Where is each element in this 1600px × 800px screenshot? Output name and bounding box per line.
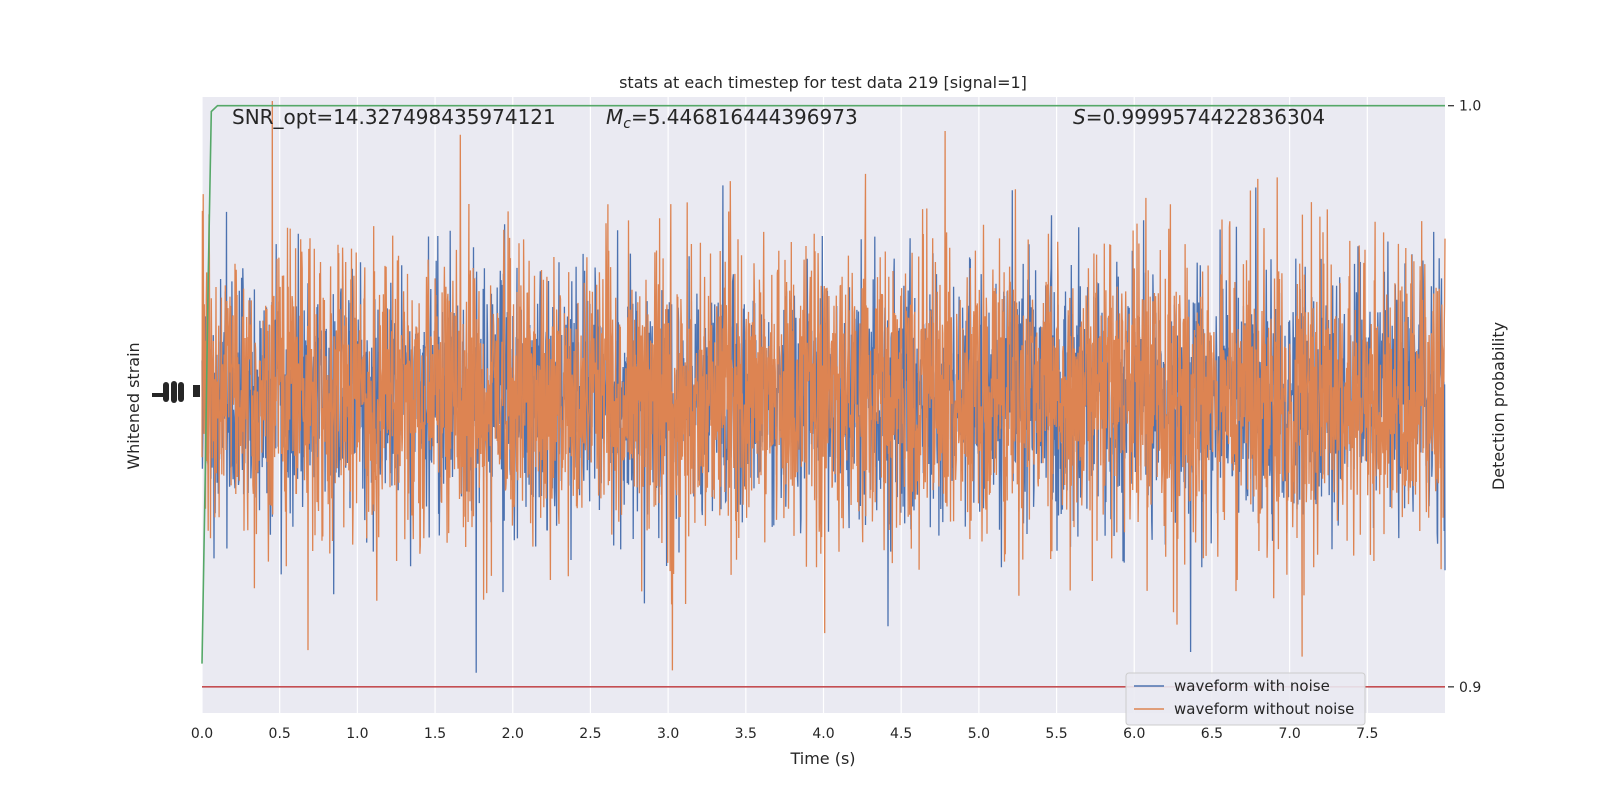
right-tick-label-0: 1.0 xyxy=(1459,99,1481,115)
x-tick-label-2: 1.0 xyxy=(346,726,368,742)
x-axis-label: Time (s) xyxy=(789,749,855,768)
right-axis-label: Detection probability xyxy=(1489,322,1508,490)
x-tick-label-5: 2.5 xyxy=(579,726,601,742)
x-tick-label-0: 0.0 xyxy=(191,726,213,742)
chart-title: stats at each timestep for test data 219… xyxy=(619,73,1027,92)
legend-label-waveform-with-noise: waveform with noise xyxy=(1174,677,1330,695)
x-axis-ticks: 0.0 0.5 1.0 1.5 2.0 2.5 3.0 3.5 4.0 4.5 5.0 5.5 6.0 6… xyxy=(191,726,1379,742)
x-tick-label-1: 0.5 xyxy=(269,726,291,742)
detection-probability-layer xyxy=(201,104,1445,664)
x-tick-label-10: 5.0 xyxy=(968,726,990,742)
detection-probability-line xyxy=(201,104,1445,664)
legend-box xyxy=(1125,672,1366,726)
x-tick-label-9: 4.5 xyxy=(890,726,912,742)
x-tick-label-15: 7.5 xyxy=(1356,726,1378,742)
x-tick-label-3: 1.5 xyxy=(424,726,446,742)
chirp-mass-subscript: c xyxy=(623,116,631,132)
snr-annotation: SNR_opt=14.327498435974121 xyxy=(232,105,556,129)
x-tick-label-4: 2.0 xyxy=(502,726,524,742)
x-tick-label-14: 7.0 xyxy=(1278,726,1300,742)
x-tick-label-8: 4.0 xyxy=(812,726,834,742)
x-tick-label-7: 3.5 xyxy=(735,726,757,742)
x-tick-label-11: 5.5 xyxy=(1045,726,1067,742)
chirp-mass-value: =5.446816444396973 xyxy=(631,105,858,129)
x-tick-label-12: 6.0 xyxy=(1123,726,1145,742)
statistic-symbol: S xyxy=(1073,105,1086,129)
left-axis-tick-cluster xyxy=(152,381,200,403)
series-waveform-without-noise xyxy=(201,100,1446,671)
legend-label-waveform-without-noise: waveform without noise xyxy=(1174,700,1354,718)
right-axis-ticks: 1.0 0.9 xyxy=(1448,99,1481,696)
waveform-without-noise-line xyxy=(201,100,1446,671)
chirp-mass-symbol: M xyxy=(606,105,623,129)
statistic-annotation: S=0.9999574422836304 xyxy=(1073,105,1325,129)
legend: waveform with noise waveform without noi… xyxy=(1125,672,1366,726)
x-tick-label-13: 6.5 xyxy=(1201,726,1223,742)
chirp-mass-annotation: Mc=5.446816444396973 xyxy=(606,105,858,132)
right-tick-label-1: 0.9 xyxy=(1459,680,1481,696)
left-axis-label: Whitened strain xyxy=(124,342,143,469)
statistic-value: =0.9999574422836304 xyxy=(1086,105,1325,129)
x-tick-label-6: 3.0 xyxy=(657,726,679,742)
